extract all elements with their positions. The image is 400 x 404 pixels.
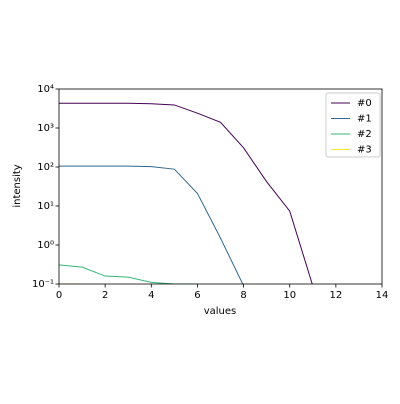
- x-tick-label: 2: [102, 290, 108, 301]
- x-tick-label: 10: [283, 290, 296, 301]
- legend-box: [325, 92, 381, 158]
- y-axis-label: intensity: [12, 164, 23, 207]
- legend-label: #3: [357, 145, 372, 156]
- y-tick-label: 10²: [37, 162, 54, 173]
- data-line: [59, 264, 198, 284]
- x-axis-label: values: [204, 306, 237, 317]
- y-tick-label: 10⁻¹: [32, 279, 54, 290]
- x-tick-label: 6: [194, 290, 200, 301]
- y-tick-label: 10⁰: [37, 240, 54, 251]
- data-line: [59, 102, 313, 284]
- legend-label: #2: [357, 129, 372, 140]
- x-tick-label: 12: [329, 290, 342, 301]
- data-line: [59, 165, 244, 284]
- y-tick-label: 10¹: [37, 201, 54, 212]
- x-tick-label: 4: [148, 290, 154, 301]
- axes-frame: [58, 88, 383, 285]
- x-tick-label: 14: [376, 290, 389, 301]
- y-tick-label: 10⁴: [37, 84, 54, 95]
- plot-lines: [59, 102, 313, 284]
- x-tick-label: 8: [240, 290, 246, 301]
- y-tick-label: 10³: [37, 123, 54, 134]
- legend-label: #1: [357, 114, 372, 125]
- x-tick-label: 0: [56, 290, 62, 301]
- legend-label: #0: [357, 98, 372, 109]
